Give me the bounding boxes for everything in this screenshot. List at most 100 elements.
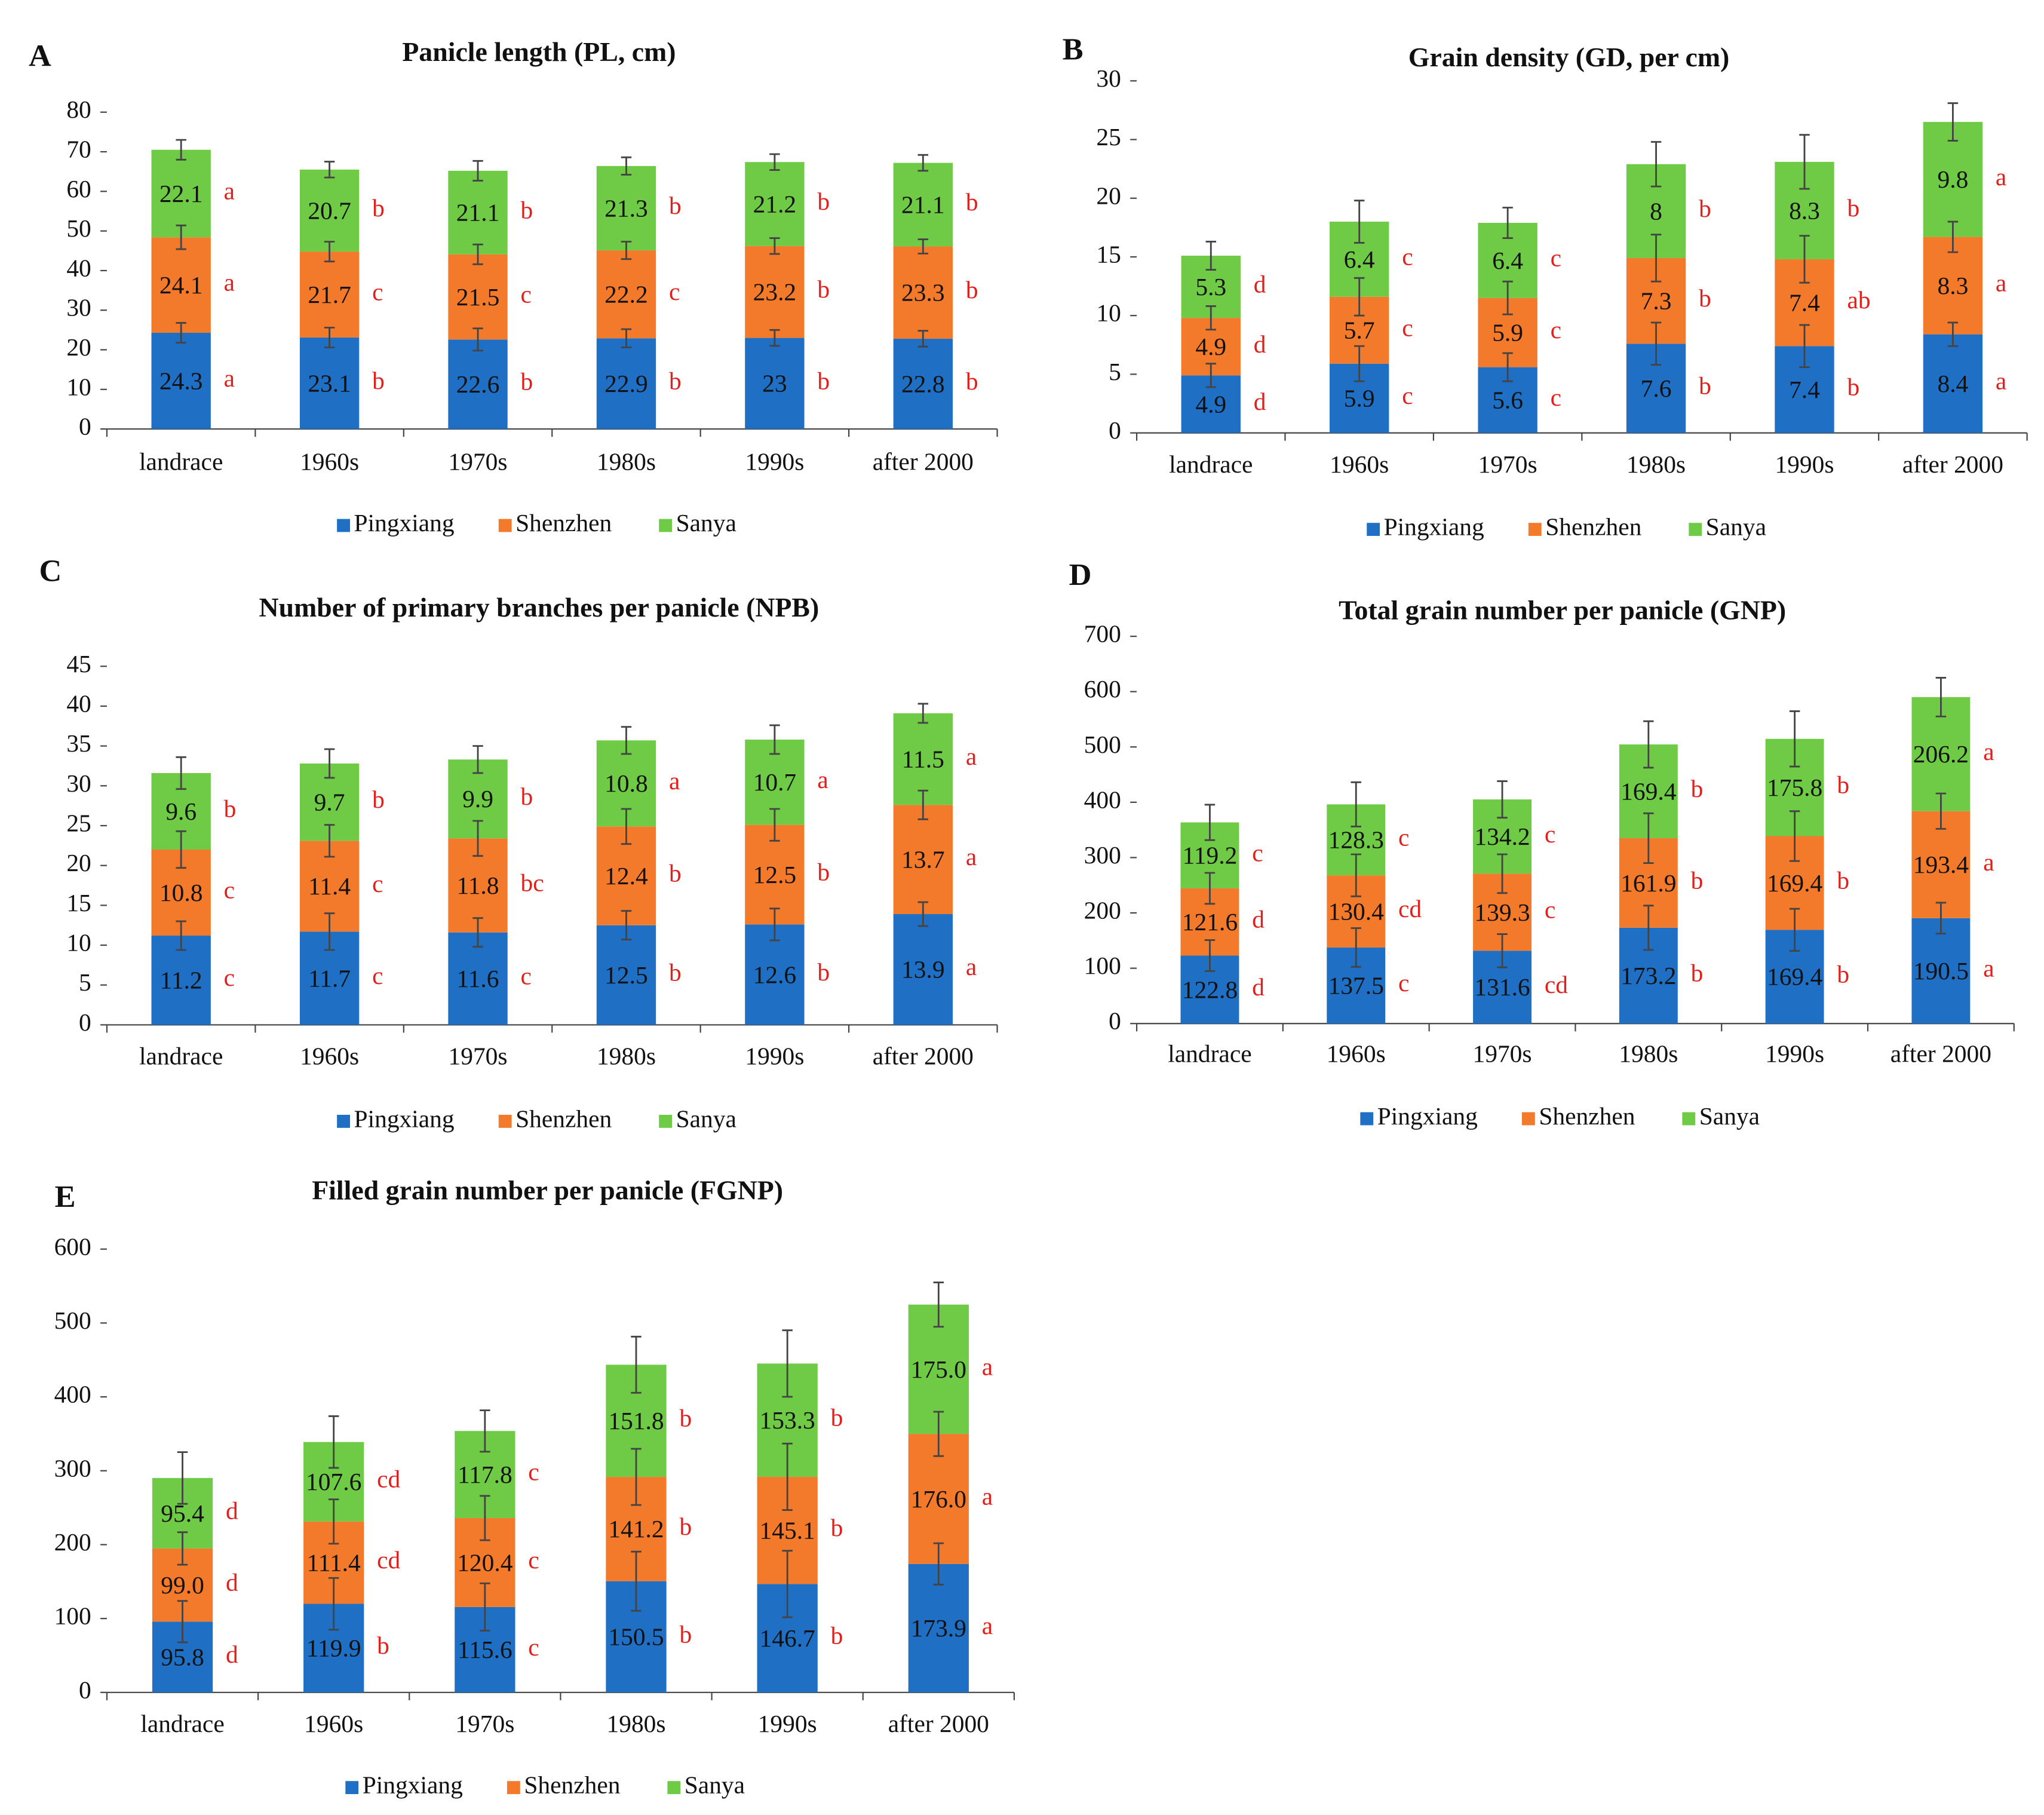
significance-letter: b bbox=[521, 783, 533, 810]
error-bar bbox=[472, 243, 483, 265]
error-bar bbox=[1947, 321, 1959, 347]
legend-label: Pingxiang bbox=[354, 1105, 455, 1132]
error-bar bbox=[933, 1411, 944, 1457]
significance-letter: c bbox=[1545, 896, 1555, 923]
bar-segment bbox=[596, 250, 656, 339]
value-label: 12.5 bbox=[604, 961, 648, 989]
error-bar bbox=[917, 789, 929, 820]
value-label: 10.8 bbox=[604, 769, 648, 797]
error-bar bbox=[1789, 908, 1800, 952]
error-bar bbox=[917, 154, 929, 172]
y-tick-label: 50 bbox=[66, 214, 91, 242]
error-bar bbox=[177, 1451, 188, 1505]
value-label: 117.8 bbox=[458, 1461, 512, 1488]
value-label: 21.3 bbox=[604, 194, 648, 222]
y-tick-label: 300 bbox=[54, 1454, 91, 1482]
error-bar bbox=[176, 756, 186, 790]
significance-letter: b bbox=[966, 276, 978, 303]
y-tick-label: 0 bbox=[1109, 1007, 1121, 1035]
value-label: 23 bbox=[762, 370, 787, 397]
significance-letter: b bbox=[1847, 194, 1859, 222]
chart-title: Panicle length (PL, cm) bbox=[402, 36, 676, 67]
value-label: 206.2 bbox=[1913, 740, 1969, 768]
significance-letter: a bbox=[224, 269, 235, 296]
error-bar bbox=[631, 1550, 642, 1612]
error-bar bbox=[917, 703, 929, 724]
value-label: 8 bbox=[1650, 197, 1662, 225]
error-bar bbox=[472, 160, 483, 182]
value-label: 12.5 bbox=[753, 861, 797, 888]
legend-label: Sanya bbox=[685, 1771, 745, 1799]
value-label: 5.3 bbox=[1195, 273, 1226, 301]
legend-swatch bbox=[659, 1115, 673, 1128]
bar-segment bbox=[1923, 237, 1983, 335]
error-bar bbox=[621, 328, 632, 348]
value-label: 173.2 bbox=[1621, 962, 1676, 989]
significance-letter: d bbox=[226, 1569, 238, 1596]
significance-letter: a bbox=[1996, 367, 2006, 395]
value-label: 119.9 bbox=[306, 1635, 361, 1662]
significance-letter: cd bbox=[377, 1466, 400, 1493]
bar-segment bbox=[745, 162, 805, 246]
significance-letter: d bbox=[226, 1497, 238, 1524]
significance-letter: b bbox=[1691, 866, 1704, 894]
x-tick-label: after 2000 bbox=[1890, 1040, 1991, 1067]
value-label: 8.4 bbox=[1938, 370, 1969, 397]
value-label: 150.5 bbox=[608, 1623, 664, 1651]
significance-letter: b bbox=[521, 368, 533, 396]
y-tick-label: 400 bbox=[1084, 786, 1121, 813]
error-bar bbox=[177, 1531, 188, 1566]
legend-label: Shenzhen bbox=[515, 509, 612, 536]
value-label: 10.7 bbox=[753, 768, 797, 796]
error-bar bbox=[1205, 241, 1216, 271]
error-bar bbox=[1502, 352, 1513, 382]
y-tick-label: 15 bbox=[66, 889, 91, 916]
value-label: 146.7 bbox=[760, 1624, 815, 1652]
error-bar bbox=[1650, 141, 1662, 188]
legend-swatch bbox=[1528, 523, 1542, 536]
error-bar bbox=[324, 912, 335, 951]
significance-letter: c bbox=[1398, 969, 1409, 997]
bar-segment bbox=[448, 254, 508, 340]
significance-letter: a bbox=[982, 1612, 993, 1639]
panel-label: A bbox=[29, 38, 51, 73]
x-tick-label: landrace bbox=[1169, 450, 1253, 478]
error-bar bbox=[1497, 780, 1508, 819]
bar-segment bbox=[596, 165, 656, 251]
error-bar bbox=[1351, 853, 1361, 897]
bar-segment bbox=[448, 932, 508, 1025]
significance-letter: b bbox=[669, 959, 682, 986]
error-bar bbox=[1204, 804, 1216, 841]
value-label: 22.6 bbox=[456, 370, 500, 398]
x-tick-label: after 2000 bbox=[888, 1710, 989, 1737]
chart-title: Number of primary branches per panicle (… bbox=[259, 592, 820, 623]
significance-letter: b bbox=[669, 367, 682, 395]
value-label: 11.5 bbox=[902, 746, 944, 773]
error-bar bbox=[1205, 363, 1216, 388]
error-bar bbox=[1799, 235, 1810, 284]
error-bar bbox=[917, 330, 929, 348]
value-label: 9.7 bbox=[314, 789, 345, 816]
error-bar bbox=[472, 327, 483, 352]
value-label: 11.4 bbox=[308, 872, 351, 900]
panel-label: E bbox=[55, 1179, 76, 1214]
error-bar bbox=[472, 745, 483, 774]
y-tick-label: 500 bbox=[1084, 731, 1121, 758]
y-tick-label: 25 bbox=[66, 810, 91, 837]
y-tick-label: 60 bbox=[66, 175, 91, 203]
value-label: 23.1 bbox=[308, 369, 351, 397]
chart-panel: A Panicle length (PL, cm) 0 10 20 30 40 50 60 70 8… bbox=[29, 36, 998, 536]
significance-letter: a bbox=[224, 177, 235, 204]
value-label: 9.8 bbox=[1938, 165, 1969, 193]
significance-letter: b bbox=[1837, 960, 1849, 988]
x-tick-label: 1970s bbox=[1473, 1040, 1532, 1067]
error-bar bbox=[1502, 280, 1513, 315]
y-tick-label: 10 bbox=[66, 373, 91, 400]
bar-segment bbox=[1911, 918, 1971, 1024]
y-tick-label: 80 bbox=[66, 96, 91, 123]
y-tick-label: 0 bbox=[79, 413, 91, 440]
x-tick-label: 1970s bbox=[1478, 450, 1537, 478]
value-label: 128.3 bbox=[1328, 826, 1384, 854]
legend-swatch bbox=[345, 1781, 359, 1795]
error-bar bbox=[328, 1415, 339, 1469]
